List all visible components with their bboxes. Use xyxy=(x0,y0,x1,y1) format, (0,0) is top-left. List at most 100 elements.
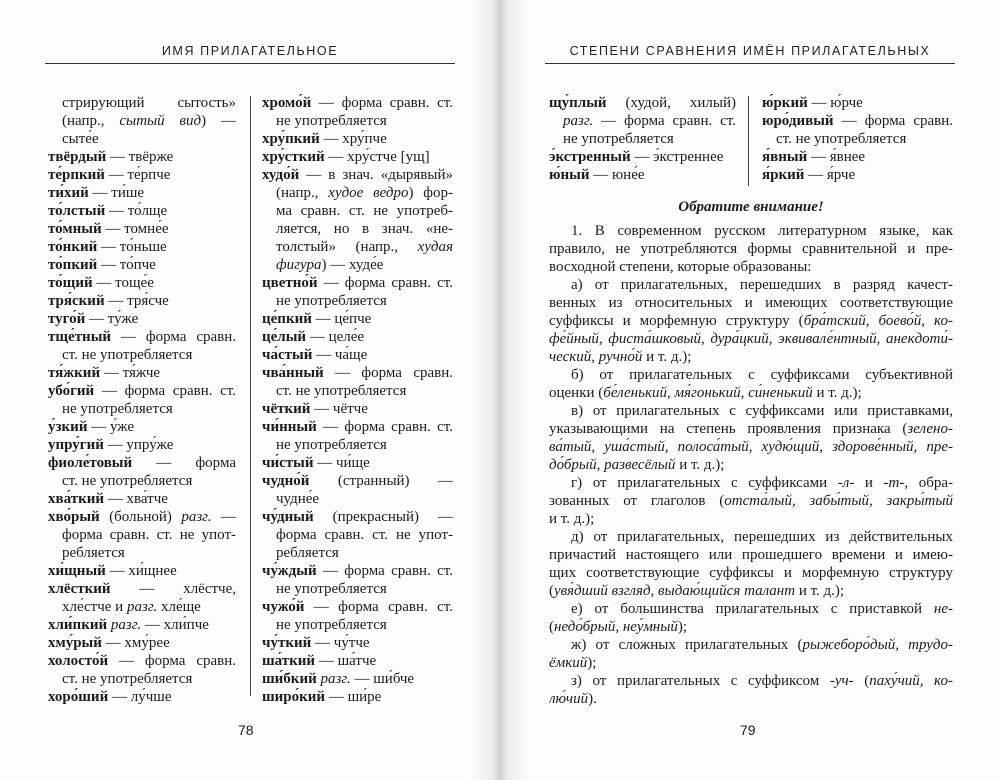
text-segment: — ту́же xyxy=(85,311,139,327)
text-segment: суффиксы и морфемную структуру ( xyxy=(549,313,804,329)
text-segment: — форма сравн. ст. xyxy=(593,113,736,129)
text-segment: ст. не употребляется xyxy=(776,131,907,147)
header-rule-left xyxy=(45,63,455,64)
text-line: оценки (бе́ленький, мя́гонький, си́неньк… xyxy=(549,384,953,402)
text-line: (напр., худое ведро) фор- xyxy=(262,184,453,202)
text-line: ст. не употребляется xyxy=(48,346,236,364)
text-segment: — в знач. «дырявый» xyxy=(299,167,453,183)
text-segment: не употребляется xyxy=(563,131,674,147)
headword: чужо́й xyxy=(262,599,305,615)
text-segment: (напр., xyxy=(62,113,120,129)
text-segment: — форма сравн. ст. xyxy=(316,419,453,435)
text-segment: венных из относительных и имеющих соотве… xyxy=(549,295,953,311)
headword: чва́нный xyxy=(262,365,324,381)
text-line: убо́гий — форма сравн. ст. xyxy=(48,382,236,400)
headword: то́щий xyxy=(48,275,93,291)
text-line: хру́сткий — хру́стче [ущ] xyxy=(262,148,453,166)
text-line: чудне́е xyxy=(262,490,453,508)
text-line: ши́бкий разг. — ши́бче xyxy=(262,670,453,688)
headword: тря́ский xyxy=(48,293,105,309)
text-line: чва́нный — форма сравн. xyxy=(262,364,453,382)
text-segment: и т. д.); xyxy=(812,385,862,401)
text-line: ст. не употребляется xyxy=(762,130,953,148)
text-segment: — то́пче xyxy=(97,257,156,273)
italic-text: -т- xyxy=(883,475,905,491)
text-line: ю́ркий — ю́рче xyxy=(762,94,953,112)
text-segment: ( xyxy=(549,619,554,635)
text-line: то́нкий — то́ньше xyxy=(48,238,236,256)
text-segment: — ча́ще xyxy=(312,347,368,363)
text-line: разг. — форма сравн. ст. xyxy=(549,112,736,130)
text-segment: ляется, но в знач. «не- xyxy=(276,221,453,237)
text-segment: — томне́е xyxy=(101,221,169,237)
text-segment: — я́внее xyxy=(807,149,866,165)
right-page-column-1: щу́плый (худой, хилый) разг. — форма срав… xyxy=(549,94,736,184)
headword: чудно́й xyxy=(262,473,310,489)
text-segment: в) от прилагательных с суффиксами или пр… xyxy=(571,403,953,419)
column-divider xyxy=(748,96,749,186)
headword: чи́нный xyxy=(262,419,317,435)
headword: ша́ткий xyxy=(262,653,316,669)
text-line: ти́хий — ти́ше xyxy=(48,184,236,202)
italic-text: лю́чий xyxy=(549,691,589,707)
running-head-left: ИМЯ ПРИЛАГАТЕЛЬНОЕ xyxy=(161,44,339,58)
headword: то́лстый xyxy=(48,203,106,219)
text-segment: ст. не употребляется xyxy=(62,671,193,687)
text-line: це́лый — целе́е xyxy=(262,328,453,346)
text-line: 1. В современном русском литературном яз… xyxy=(549,222,953,240)
text-segment: — то́лще xyxy=(105,203,168,219)
text-segment: — я́рче xyxy=(804,167,856,183)
text-segment: — це́пче xyxy=(311,311,372,327)
text-segment: ( xyxy=(853,673,870,689)
text-line: то́пкий — то́пче xyxy=(48,256,236,274)
text-segment: — тя́жче xyxy=(100,365,161,381)
text-line: ческий, ручно́й и т. д.); xyxy=(549,348,953,366)
italic-text: не- xyxy=(933,601,953,617)
notice-heading-wrap: Обратите внимание! xyxy=(549,198,953,216)
text-line: ша́ткий — ша́тче xyxy=(262,652,453,670)
text-line: щих соответствующие суффиксы и морфемную… xyxy=(549,564,953,582)
text-line: хле́стче и разг. хле́ще xyxy=(48,598,236,616)
text-segment: — ти́ше xyxy=(88,185,145,201)
headword: я́ркий xyxy=(762,167,805,183)
text-line: г) от прилагательных с суффиксами -л- и … xyxy=(549,474,953,492)
notice-text: 1. В современном русском литературном яз… xyxy=(549,222,953,708)
text-segment: ) — худе́е xyxy=(321,257,384,273)
headword: убо́гий xyxy=(48,383,95,399)
text-segment: ); xyxy=(677,619,688,635)
italic-text: зелено- xyxy=(907,421,953,437)
headword: хва́ткий xyxy=(48,491,105,507)
text-line: чу́ждый — форма сравн. ст. xyxy=(262,562,453,580)
text-line: стрирующий сытость» xyxy=(48,94,236,112)
text-segment: не употребляется xyxy=(276,437,387,453)
text-line: восходной степени, которые образованы: xyxy=(549,258,953,276)
text-segment: — форма сравн. ст. xyxy=(311,95,453,111)
italic-text: -л- xyxy=(837,475,855,491)
italic-text: отста́лый, забы́тый, закры́тый xyxy=(724,493,953,509)
text-segment: чудне́е xyxy=(276,491,320,507)
italic-text: до́брый, развесёлый xyxy=(549,457,676,473)
text-segment: не употребляется xyxy=(62,401,173,417)
headword: холосто́й xyxy=(48,653,109,669)
text-segment: г) от прилагательных с суффиксами xyxy=(571,475,838,491)
text-line: причастий настоящего или прошедшего врем… xyxy=(549,546,953,564)
headword: э́кстренный xyxy=(549,149,631,165)
text-line: в) от прилагательных с суффиксами или пр… xyxy=(549,402,953,420)
page-number-right: 79 xyxy=(740,722,756,738)
header-rule-right xyxy=(545,63,955,64)
text-segment: — хру́пче xyxy=(319,131,387,147)
headword: тще́тный xyxy=(48,329,112,345)
headword: хру́пкий xyxy=(262,131,320,147)
text-segment: восходной степени, которые образованы: xyxy=(549,259,812,275)
italic-text: сытый вид xyxy=(119,113,202,129)
headword: фиоле́товый xyxy=(48,455,133,471)
text-segment: — у́же xyxy=(87,419,135,435)
text-line: холосто́й — форма сравн. xyxy=(48,652,236,670)
headword: то́пкий xyxy=(48,257,98,273)
text-line: хво́рый (больной) разг. — xyxy=(48,508,236,526)
text-line: ребляется xyxy=(262,544,453,562)
text-line: то́лстый — то́лще xyxy=(48,202,236,220)
headword: я́вный xyxy=(762,149,808,165)
text-segment: не употребляется xyxy=(276,293,387,309)
left-page-column-1: стрирующий сытость» (напр., сытый вид) — с… xyxy=(48,94,236,706)
